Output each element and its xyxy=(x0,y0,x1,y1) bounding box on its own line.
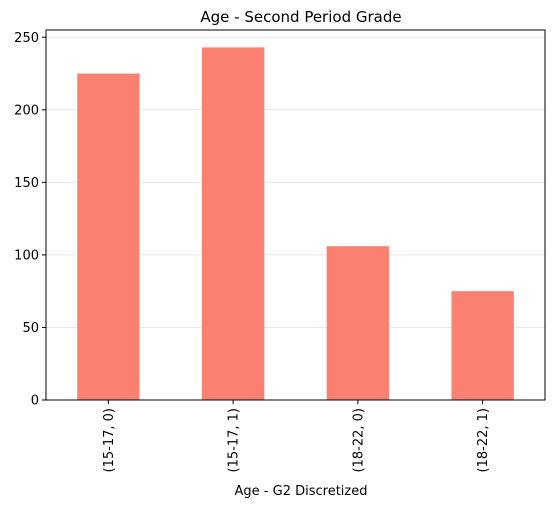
plot-frame xyxy=(45,29,546,401)
bar xyxy=(77,73,140,400)
x-tick-label: (18-22, 1) xyxy=(476,408,491,472)
x-tick-label: (15-17, 0) xyxy=(102,408,117,472)
x-axis-label: Age - G2 Discretized xyxy=(235,484,368,499)
x-axis: (15-17, 0) (15-17, 1) (18-22, 0) (18-22, 1) xyxy=(102,400,491,472)
bar xyxy=(451,291,514,400)
y-tick-label: 0 xyxy=(31,394,39,409)
y-tick-label: 100 xyxy=(14,248,39,263)
bar xyxy=(326,246,390,400)
y-tick-label: 150 xyxy=(14,176,39,191)
bars-layer xyxy=(77,47,514,400)
y-tick-label: 250 xyxy=(14,31,39,46)
y-axis: 0 50 100 150 200 250 xyxy=(14,31,46,409)
bar xyxy=(201,47,265,400)
y-tick-label: 200 xyxy=(14,103,39,118)
x-tick-label: (18-22, 0) xyxy=(351,408,366,472)
x-tick-label: (15-17, 1) xyxy=(227,408,242,472)
chart-title: Age - Second Period Grade xyxy=(200,8,401,26)
y-tick-label: 50 xyxy=(22,321,39,336)
